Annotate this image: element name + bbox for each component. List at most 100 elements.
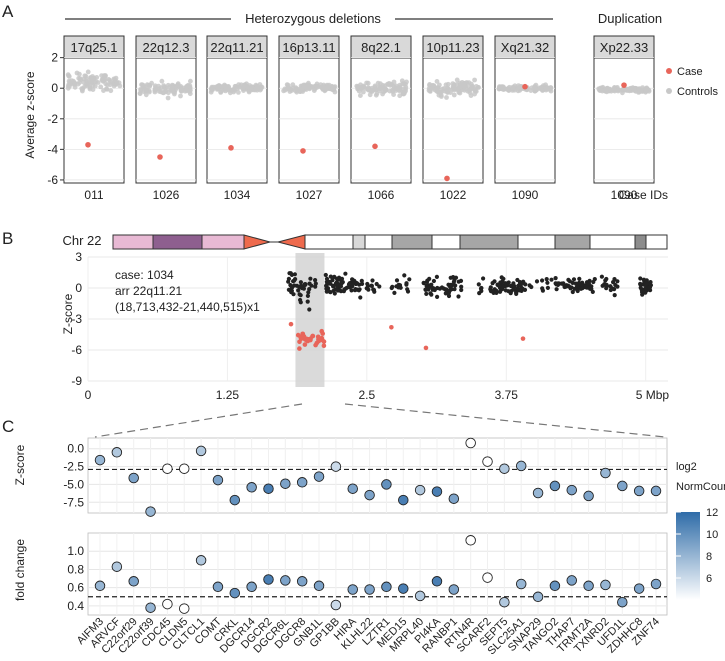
x-tick-label: 3.75 [495,388,519,402]
zscore-point [490,289,495,294]
gene-point [229,494,241,506]
zscore-point [449,283,455,288]
x-tick-label: 5 Mbp [636,388,670,402]
x-tick-label: 0 [85,388,92,402]
control-point [375,80,381,86]
panel-b-letter: B [2,229,13,248]
ideogram-band [152,234,203,250]
gene-point [94,580,106,592]
control-point [75,81,81,87]
control-point [637,89,642,95]
gene-point [128,472,139,484]
zscore-point [481,276,486,281]
gene-point [162,463,173,474]
case-point [372,143,378,150]
gene-point [212,474,224,486]
gene-point [617,480,628,492]
control-point [548,85,554,91]
gene-point [94,454,106,466]
zscore-point [296,288,301,293]
gene-point [296,477,308,488]
y-tick-label: -5.0 [63,477,84,491]
gene-point [280,478,291,489]
gene-point [280,575,291,586]
zscore-point [522,287,528,292]
gene-point [347,483,358,494]
control-point [538,85,544,91]
gene-point [145,506,156,517]
control-point [472,77,477,83]
zscore-point [638,282,643,287]
centromere-right [276,234,306,250]
zscore-point [298,297,303,303]
control-point [505,87,511,93]
foldchange-panel-area [87,532,668,616]
zscore-point [434,274,439,279]
zscore-panel-area [87,437,668,514]
zscore-point [343,271,348,276]
gene-point [532,591,544,603]
y-tick-label: -6 [71,343,82,357]
control-point [74,70,80,76]
x-tick-label: 1.25 [216,388,240,402]
y-tick-label: 0.6 [67,581,84,595]
facet-10p11-23: 10p11.23 1022 [422,35,484,202]
control-point [153,85,158,90]
zscore-point [587,286,593,291]
ideogram-band [112,234,154,250]
zscore-point [604,286,609,291]
control-point [386,81,392,86]
annotation-line-1: case: 1034 [115,268,174,282]
control-point [306,85,312,91]
panel-c: Z-score fold change 0.0 -2.5 -5.0 -7.5 1.0 0… [13,403,725,657]
control-point [356,88,362,94]
control-point [401,86,406,92]
gene-point [583,490,594,502]
zscore-point [338,284,344,289]
gene-point [532,487,544,499]
control-point [113,75,119,81]
gene-point [515,578,527,590]
gene-point [650,578,662,590]
control-point [456,85,462,91]
case-point [300,148,306,154]
control-point [67,84,72,89]
gene-point [195,555,207,566]
zscore-point [545,285,551,290]
facet-panel [593,57,655,184]
control-point [374,91,380,97]
deleted-region-point [302,342,308,347]
legend-title-line-1: log2 [676,461,697,473]
zscore-point [571,277,577,282]
control-point [382,83,388,89]
zscore-point [289,288,294,293]
control-point [445,85,450,91]
zscore-point [648,280,653,285]
zscore-point [377,284,382,289]
control-point [220,88,226,93]
deleted-region-point [321,343,327,349]
ideogram-band [459,234,519,250]
y-tick-label: -9 [71,374,82,388]
zscore-point [307,281,312,286]
zscore-point [638,276,643,281]
zscore-point [553,276,558,281]
control-point [92,83,98,89]
control-point [83,73,89,79]
gene-point [549,580,561,592]
panel-a-letter: A [2,2,14,21]
case-id-label: 1034 [224,188,251,202]
gene-point [178,463,190,474]
zscore-point [511,281,516,286]
gene-point [482,456,493,467]
zscore-point [402,273,407,278]
gene-point [566,484,578,496]
ideogram-band [304,234,354,250]
zscore-point [494,289,499,294]
zscore-point [332,274,337,279]
zscore-point [456,294,461,299]
gene-point [566,575,578,586]
control-point [497,84,502,90]
control-point [188,87,193,93]
gene-point [398,583,409,594]
